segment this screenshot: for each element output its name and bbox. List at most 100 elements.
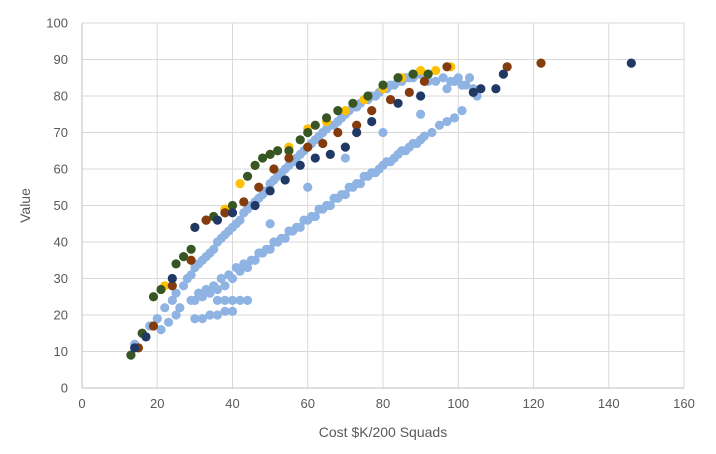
data-point (385, 157, 396, 167)
data-point (160, 303, 170, 313)
data-point (348, 182, 358, 192)
data-point (626, 58, 636, 68)
data-point (442, 84, 452, 94)
data-point (163, 317, 174, 327)
data-point (340, 106, 350, 116)
data-point (491, 84, 501, 94)
data-point (284, 146, 294, 156)
data-point (265, 219, 275, 229)
data-point (333, 106, 343, 116)
data-point (220, 281, 230, 291)
data-point (303, 182, 313, 192)
data-point (205, 288, 215, 298)
data-point (348, 98, 358, 108)
data-point (197, 292, 207, 302)
data-point (325, 149, 335, 159)
data-point (167, 295, 177, 305)
data-point (367, 116, 377, 127)
x-tick-label: 100 (447, 396, 469, 411)
data-point (457, 80, 467, 90)
data-point (502, 62, 512, 72)
data-point (265, 186, 275, 196)
data-point (273, 146, 283, 156)
data-point (340, 142, 350, 152)
data-point (310, 120, 320, 130)
x-tick-label: 120 (523, 396, 545, 411)
y-tick-label: 50 (54, 198, 68, 213)
data-point (378, 80, 388, 90)
data-point (148, 292, 159, 302)
data-point (438, 73, 448, 83)
y-tick-label: 70 (54, 125, 68, 140)
data-point (197, 314, 207, 324)
data-point (325, 200, 335, 211)
data-point (434, 120, 445, 130)
y-tick-label: 80 (54, 89, 68, 104)
data-point (227, 273, 238, 284)
data-point (352, 127, 362, 138)
data-point (201, 215, 211, 225)
data-points (126, 58, 636, 360)
data-point (156, 284, 166, 295)
data-point (449, 113, 460, 123)
data-point (295, 160, 305, 170)
data-point (220, 306, 230, 316)
x-tick-label: 160 (673, 396, 695, 411)
data-point (457, 106, 467, 116)
data-point (258, 153, 268, 163)
data-point (288, 226, 298, 236)
data-point (295, 222, 305, 232)
data-point (404, 87, 414, 97)
data-point (130, 343, 140, 353)
data-point (186, 255, 196, 265)
data-point (400, 146, 411, 156)
data-point (303, 127, 313, 138)
data-point (273, 237, 283, 247)
data-point (333, 193, 343, 203)
data-point (333, 127, 343, 138)
data-point (423, 69, 433, 79)
data-point (212, 215, 223, 225)
data-point (284, 153, 294, 163)
data-point (190, 295, 200, 305)
data-point (393, 73, 403, 83)
x-tick-label: 20 (150, 396, 164, 411)
data-point (171, 310, 181, 320)
data-point (239, 197, 249, 207)
data-point (498, 69, 508, 79)
data-point (227, 200, 238, 211)
x-tick-label: 40 (225, 396, 239, 411)
data-point (235, 295, 245, 305)
data-point (340, 189, 350, 200)
data-point (352, 120, 362, 130)
data-point (235, 215, 245, 225)
data-point (442, 116, 452, 127)
data-point (265, 244, 275, 254)
data-point (178, 281, 189, 291)
series-0 (130, 69, 482, 349)
data-point (156, 325, 166, 335)
x-tick-label: 80 (376, 396, 390, 411)
data-point (235, 266, 245, 276)
data-point (212, 310, 223, 320)
gridlines (82, 22, 685, 388)
data-point (167, 281, 177, 291)
data-point (303, 142, 313, 152)
y-tick-label: 30 (54, 271, 68, 286)
data-point (363, 171, 373, 181)
data-point (442, 62, 452, 72)
data-point (186, 270, 196, 280)
data-point (141, 332, 151, 342)
data-point (408, 138, 418, 149)
data-point (250, 200, 260, 211)
data-point (220, 208, 230, 218)
data-point (235, 179, 245, 189)
data-point (416, 91, 426, 101)
data-point (431, 76, 441, 86)
data-point (242, 295, 253, 305)
y-tick-label: 20 (54, 308, 68, 323)
data-point (536, 58, 546, 68)
data-point (148, 321, 159, 331)
data-point (280, 233, 290, 243)
